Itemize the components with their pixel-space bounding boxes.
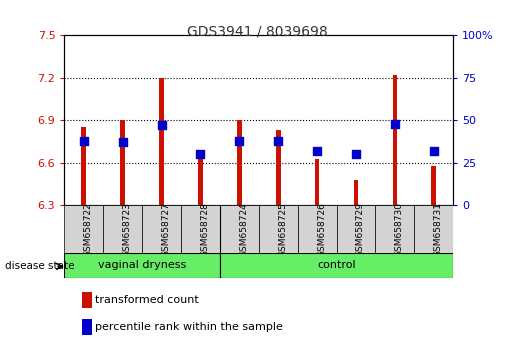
Bar bbox=[64, 205, 103, 253]
Text: GSM658729: GSM658729 bbox=[356, 202, 365, 257]
Bar bbox=[237, 120, 242, 205]
Bar bbox=[220, 205, 259, 253]
Bar bbox=[298, 205, 336, 253]
Point bbox=[430, 148, 438, 154]
Bar bbox=[220, 253, 453, 278]
Bar bbox=[103, 205, 142, 253]
Text: disease state: disease state bbox=[5, 261, 75, 271]
Text: transformed count: transformed count bbox=[95, 295, 199, 305]
Bar bbox=[64, 253, 220, 278]
Text: GSM658722: GSM658722 bbox=[84, 202, 93, 257]
Point bbox=[352, 152, 360, 157]
Point bbox=[118, 139, 127, 145]
Point bbox=[80, 138, 88, 144]
Bar bbox=[259, 205, 298, 253]
Bar bbox=[121, 120, 125, 205]
Text: GDS3941 / 8039698: GDS3941 / 8039698 bbox=[187, 25, 328, 39]
Text: percentile rank within the sample: percentile rank within the sample bbox=[95, 322, 283, 332]
Bar bbox=[432, 166, 436, 205]
Bar bbox=[276, 130, 281, 205]
Point bbox=[158, 122, 166, 128]
Text: vaginal dryness: vaginal dryness bbox=[98, 261, 186, 270]
Text: GSM658731: GSM658731 bbox=[434, 202, 443, 257]
Text: GSM658723: GSM658723 bbox=[123, 202, 132, 257]
Bar bbox=[354, 180, 358, 205]
Bar bbox=[142, 205, 181, 253]
Bar bbox=[414, 205, 453, 253]
Text: GSM658726: GSM658726 bbox=[317, 202, 326, 257]
Text: GSM658724: GSM658724 bbox=[239, 202, 248, 257]
Text: GSM658728: GSM658728 bbox=[200, 202, 210, 257]
Point bbox=[235, 138, 244, 144]
Text: GSM658727: GSM658727 bbox=[162, 202, 170, 257]
Text: GSM658725: GSM658725 bbox=[278, 202, 287, 257]
Text: control: control bbox=[317, 261, 356, 270]
Bar bbox=[392, 75, 397, 205]
Bar bbox=[159, 78, 164, 205]
Point bbox=[274, 138, 282, 144]
Bar bbox=[181, 205, 220, 253]
Point bbox=[391, 121, 399, 127]
Bar bbox=[375, 205, 414, 253]
Bar bbox=[315, 159, 319, 205]
Bar bbox=[198, 153, 203, 205]
Text: GSM658730: GSM658730 bbox=[395, 202, 404, 257]
Bar bbox=[337, 205, 375, 253]
Bar bbox=[81, 127, 86, 205]
Point bbox=[196, 152, 204, 157]
Point bbox=[313, 148, 321, 154]
